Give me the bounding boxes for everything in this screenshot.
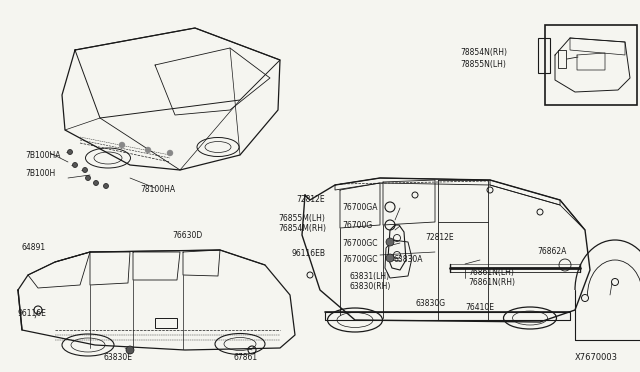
Text: 7B100H: 7B100H	[25, 170, 55, 179]
Circle shape	[93, 180, 99, 186]
Text: 67861: 67861	[234, 353, 258, 362]
Circle shape	[126, 346, 134, 354]
Text: 96116E: 96116E	[18, 310, 47, 318]
Text: 64891: 64891	[22, 244, 46, 253]
Bar	[325, 312, 570, 320]
Text: 63830A: 63830A	[393, 256, 422, 264]
Text: 76700G: 76700G	[342, 221, 372, 231]
Text: 76410E: 76410E	[465, 302, 494, 311]
Bar	[538, 38, 550, 73]
Circle shape	[386, 238, 394, 246]
Bar	[545, 25, 637, 105]
Bar	[155, 318, 177, 328]
Circle shape	[86, 176, 90, 180]
Text: 76854M(RH): 76854M(RH)	[278, 224, 326, 232]
Bar	[558, 50, 566, 68]
Circle shape	[386, 254, 394, 262]
Circle shape	[119, 142, 125, 148]
Text: 78854N(RH): 78854N(RH)	[460, 48, 507, 57]
Text: 76862A: 76862A	[537, 247, 566, 257]
Circle shape	[145, 147, 151, 153]
Text: 78855N(LH): 78855N(LH)	[460, 60, 506, 68]
Text: 63831(LH): 63831(LH)	[350, 272, 390, 280]
Text: 76700GA: 76700GA	[342, 203, 378, 212]
Text: 63830G: 63830G	[415, 298, 445, 308]
Text: 76700GC: 76700GC	[342, 238, 378, 247]
Text: 96116EB: 96116EB	[292, 250, 326, 259]
Text: 7B100HA: 7B100HA	[25, 151, 61, 160]
Circle shape	[104, 183, 109, 189]
Text: 76855M(LH): 76855M(LH)	[278, 214, 325, 222]
Text: 63830(RH): 63830(RH)	[350, 282, 392, 291]
Text: 63830E: 63830E	[103, 353, 132, 362]
Text: 72812E: 72812E	[296, 196, 324, 205]
Text: 72812E: 72812E	[425, 232, 454, 241]
Text: 76861N(LH): 76861N(LH)	[468, 267, 514, 276]
Text: 76630D: 76630D	[172, 231, 202, 241]
Text: 76861N(RH): 76861N(RH)	[468, 278, 515, 286]
Text: 78100HA: 78100HA	[140, 186, 175, 195]
Text: 76700GC: 76700GC	[342, 256, 378, 264]
Circle shape	[72, 163, 77, 167]
Circle shape	[167, 150, 173, 156]
Text: X7670003: X7670003	[575, 353, 618, 362]
Circle shape	[83, 167, 88, 173]
Circle shape	[67, 150, 72, 154]
